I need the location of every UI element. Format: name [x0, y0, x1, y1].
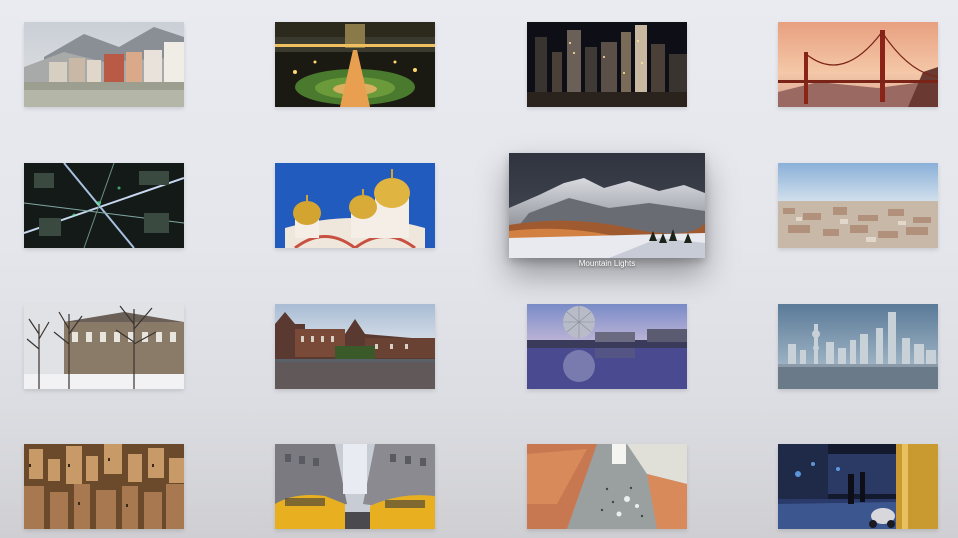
- photo-tile-night-skyscrapers[interactable]: [527, 22, 687, 107]
- photo-thumbnail: [778, 304, 938, 389]
- photo-thumbnail: [275, 444, 435, 529]
- photo-thumbnail: [778, 163, 938, 248]
- photo-tile-canal-castle[interactable]: [275, 304, 435, 389]
- photo-thumbnail: [275, 22, 435, 107]
- photo-thumbnail: [275, 304, 435, 389]
- photo-thumbnail: [24, 22, 184, 107]
- photo-thumbnail: [24, 163, 184, 248]
- photo-tile-mountain-lights[interactable]: [509, 153, 705, 258]
- photo-tile-aerial-city-lights[interactable]: [24, 163, 184, 248]
- photo-tile-rainy-night-alley[interactable]: [778, 444, 938, 529]
- photo-thumbnail: [778, 444, 938, 529]
- photo-tile-aerial-square[interactable]: [527, 444, 687, 529]
- photo-tile-illuminated-park-bridge[interactable]: [275, 22, 435, 107]
- photo-tile-dome-reflection[interactable]: [527, 304, 687, 389]
- photo-thumbnail: [527, 304, 687, 389]
- photo-tile-golden-domes-church[interactable]: [275, 163, 435, 248]
- photo-thumbnail: [275, 163, 435, 248]
- photo-tile-innsbruck-houses[interactable]: [24, 22, 184, 107]
- photo-thumbnail: [778, 22, 938, 107]
- photo-tile-yellow-taxis-street[interactable]: [275, 444, 435, 529]
- photo-thumbnail: [24, 444, 184, 529]
- photo-thumbnail: [24, 304, 184, 389]
- photo-thumbnail: [527, 444, 687, 529]
- photo-thumbnail: [509, 153, 705, 258]
- photo-thumbnail: [527, 22, 687, 107]
- photo-tile-snowy-trees-building[interactable]: [24, 304, 184, 389]
- photo-tile-shanghai-skyline[interactable]: [778, 304, 938, 389]
- photo-tile-golden-gate-bridge[interactable]: [778, 22, 938, 107]
- photo-tile-city-panorama[interactable]: [778, 163, 938, 248]
- photo-tile-dense-rooftops[interactable]: [24, 444, 184, 529]
- focused-photo-caption: Mountain Lights: [578, 259, 636, 268]
